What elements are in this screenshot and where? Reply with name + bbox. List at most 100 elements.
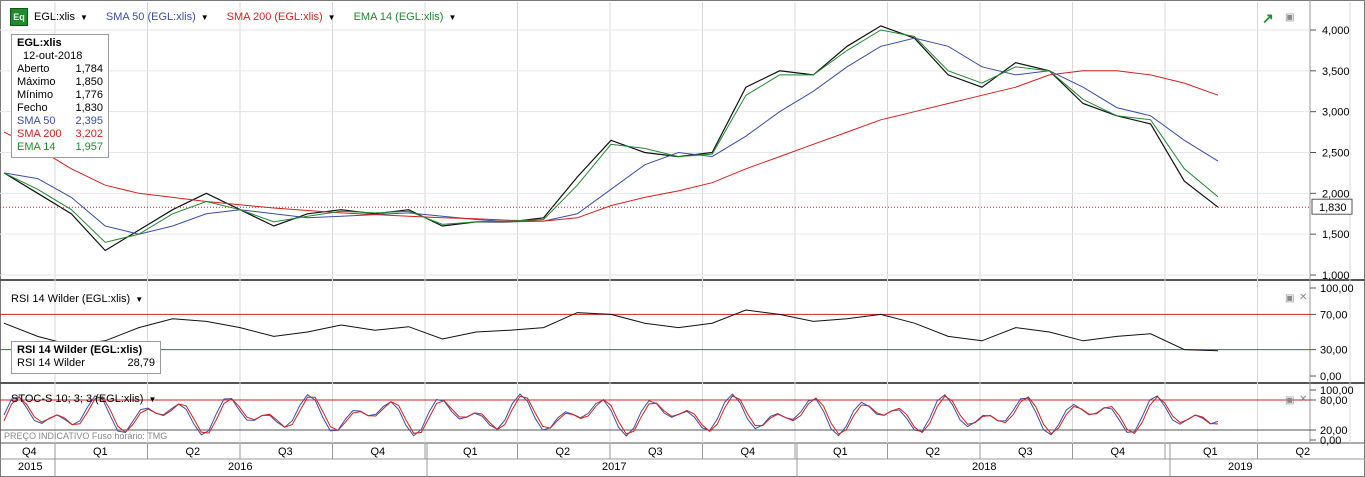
quarter-label: Q1 <box>1203 446 1218 458</box>
quarter-label: Q4 <box>371 446 386 458</box>
sma200-label: SMA 200 (EGL:xlis) <box>226 11 323 23</box>
stoch-d-line <box>3 395 1219 435</box>
sma50-line <box>3 37 1219 235</box>
last-price-label: 1,830 <box>1319 202 1347 214</box>
quarter-label: Q1 <box>833 446 848 458</box>
quarter-label: Q4 <box>1111 446 1126 458</box>
ema14-dropdown[interactable]: EMA 14 (EGL:xlis) ▼ <box>354 11 457 23</box>
year-label: 2016 <box>228 461 252 473</box>
symbol-label: EGL:xlis <box>34 11 75 23</box>
sma50-dropdown[interactable]: SMA 50 (EGL:xlis) ▼ <box>106 11 209 23</box>
price-tick-label: 4,000 <box>1322 25 1350 37</box>
info-row: Máximo 1,850 <box>17 76 103 89</box>
quarter-label: Q2 <box>1296 446 1311 458</box>
price-axis: 1,000 1,500 2,000 2,500 3,000 3,500 4,000 1,830 <box>1310 25 1353 282</box>
rsi-box-row: RSI 14 Wilder 28,79 <box>17 357 155 370</box>
rsi-tick-label: 30,00 <box>1320 345 1348 357</box>
ema14-label: EMA 14 (EGL:xlis) <box>353 11 444 23</box>
info-row-value: 1,830 <box>75 102 103 114</box>
info-row-value: 3,202 <box>75 128 103 140</box>
rsi-axis: 0,00 30,00 70,00 100,00 <box>1310 283 1354 383</box>
restore-icon[interactable]: ▣ <box>1285 12 1295 23</box>
rsi-box-title: RSI 14 Wilder (EGL:xlis) <box>17 344 143 356</box>
info-row-value: 1,776 <box>75 89 103 101</box>
stochastic-title-dropdown[interactable]: STOC-S 10; 3; 3 (EGL:xlis) ▼ <box>11 393 156 405</box>
info-rows: Aberto 1,784 Máximo 1,850 Mínimo 1,776 Fecho 1,… <box>17 63 103 154</box>
info-row: EMA 14 1,957 <box>17 141 103 154</box>
info-row-label: Máximo <box>17 76 56 88</box>
gridlines <box>0 2 1351 443</box>
info-title: EGL:xlis <box>17 37 62 49</box>
info-date: 12-out-2018 <box>23 50 83 62</box>
price-info-box: EGL:xlis 12-out-2018 Aberto 1,784 Máximo 1,… <box>11 34 109 158</box>
stoch-tick-label: 20,00 <box>1320 425 1348 437</box>
rsi-title: RSI 14 Wilder (EGL:xlis) <box>11 293 131 305</box>
close-icon[interactable]: ✕ <box>1299 394 1308 405</box>
chevron-down-icon: ▼ <box>327 13 336 22</box>
footer-note: PREÇO INDICATIVO Fuso horário: TMG <box>4 431 168 441</box>
ema14-line <box>3 29 1219 243</box>
quarter-label: Q3 <box>648 446 663 458</box>
quarter-label: Q2 <box>556 446 571 458</box>
rsi-tick-label: 70,00 <box>1320 309 1348 321</box>
restore-icon[interactable]: ▣ <box>1285 395 1295 406</box>
quarter-label: Q4 <box>741 446 756 458</box>
equity-icon[interactable]: Eq <box>10 8 28 26</box>
info-row-value: 1,957 <box>75 141 103 153</box>
quarter-label: Q1 <box>463 446 478 458</box>
info-row-label: Fecho <box>17 102 48 114</box>
year-label: 2017 <box>602 461 626 473</box>
stochastic-title: STOC-S 10; 3; 3 (EGL:xlis) <box>11 393 144 405</box>
year-label: 2018 <box>972 461 996 473</box>
info-row-label: Aberto <box>17 63 50 75</box>
info-row: Aberto 1,784 <box>17 63 103 76</box>
sma50-label: SMA 50 (EGL:xlis) <box>105 11 196 23</box>
chevron-down-icon: ▼ <box>135 295 144 304</box>
trend-icon[interactable]: ↗ <box>1262 10 1274 26</box>
sma200-dropdown[interactable]: SMA 200 (EGL:xlis) ▼ <box>227 11 336 23</box>
quarter-label: Q4 <box>22 446 37 458</box>
quarter-label: Q3 <box>278 446 293 458</box>
rsi-info-box: RSI 14 Wilder (EGL:xlis) RSI 14 Wilder 28… <box>11 341 161 374</box>
last-price-badge <box>1311 198 1353 215</box>
chart-legend-bar: Eq EGL:xlis ▼ SMA 50 (EGL:xlis) ▼ SMA 200 … <box>10 8 474 26</box>
info-row-label: SMA 50 <box>17 115 56 127</box>
chevron-down-icon: ▼ <box>79 13 88 22</box>
close-icon[interactable]: ✕ <box>1299 292 1308 303</box>
quarter-label: Q3 <box>1018 446 1033 458</box>
rsi-tick-label: 100,00 <box>1320 283 1354 295</box>
rsi-title-dropdown[interactable]: RSI 14 Wilder (EGL:xlis) ▼ <box>11 293 143 305</box>
quarter-label: Q1 <box>93 446 108 458</box>
info-row-label: SMA 200 <box>17 128 62 140</box>
chevron-down-icon: ▼ <box>148 395 157 404</box>
info-row-value: 1,850 <box>75 76 103 88</box>
chevron-down-icon: ▼ <box>200 13 209 22</box>
price-tick-label: 2,000 <box>1322 188 1350 200</box>
year-label: 2019 <box>1228 461 1252 473</box>
quarter-label: Q2 <box>926 446 941 458</box>
sma200-line <box>3 70 1219 222</box>
year-label: 2015 <box>18 461 42 473</box>
info-row-value: 1,784 <box>75 63 103 75</box>
price-line <box>3 25 1219 252</box>
price-tick-label: 2,500 <box>1322 148 1350 160</box>
symbol-dropdown[interactable]: EGL:xlis ▼ <box>34 11 88 23</box>
stoch-k-line <box>3 393 1219 437</box>
restore-icon[interactable]: ▣ <box>1285 293 1295 304</box>
info-row: Mínimo 1,776 <box>17 89 103 102</box>
info-row: Fecho 1,830 <box>17 102 103 115</box>
chevron-down-icon: ▼ <box>448 13 457 22</box>
info-row-label: EMA 14 <box>17 141 56 153</box>
rsi-plot <box>0 309 1310 352</box>
stochastic-plot <box>0 393 1310 437</box>
price-tick-label: 3,500 <box>1322 66 1350 78</box>
info-row-label: Mínimo <box>17 89 54 101</box>
rsi-tick-label: 0,00 <box>1320 371 1341 383</box>
time-axis: Q4 Q1 Q2 Q3 Q4 Q1 Q2 Q3 Q4 Q1 Q2 Q3 Q4 Q1 Q2 2015 2016 20… <box>18 443 1310 477</box>
stoch-tick-label: 0,00 <box>1320 435 1341 447</box>
price-tick-label: 3,000 <box>1322 107 1350 119</box>
rsi-line <box>3 309 1219 352</box>
